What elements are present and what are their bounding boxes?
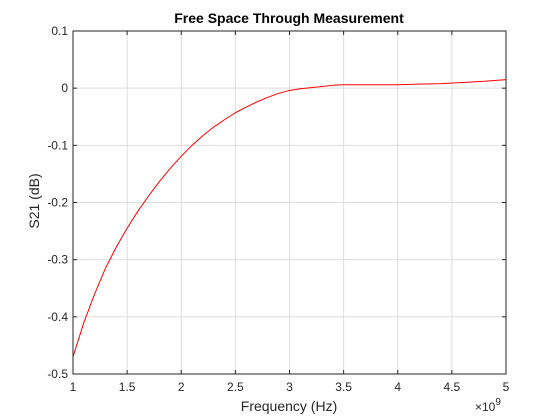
x-tick-label: 2 <box>178 380 185 394</box>
y-tick-label: -0.2 <box>47 196 68 210</box>
tick-labels-layer: 1 1.5 2 2.5 3 3.5 4 4.5 5 -0.5 -0.4 -0.3 -0.2 -0.1 0 0.… <box>47 24 509 394</box>
y-axis-label: S21 (dB) <box>26 173 42 228</box>
x-tick-label: 5 <box>503 380 510 394</box>
x-tick-label: 3.5 <box>335 380 352 394</box>
chart-title: Free Space Through Measurement <box>174 10 404 26</box>
x-tick-label: 1.5 <box>119 380 136 394</box>
x-axis-multiplier: ×109 <box>475 397 501 414</box>
x-axis-label: Frequency (Hz) <box>241 398 337 414</box>
x-axis-multiplier-exponent: 9 <box>495 397 501 408</box>
y-tick-label: 0.1 <box>51 24 68 38</box>
ticks-layer <box>72 30 507 375</box>
series-layer <box>72 79 507 358</box>
y-tick-label: -0.5 <box>47 367 68 381</box>
x-tick-label: 4 <box>394 380 401 394</box>
series-line <box>72 79 507 358</box>
y-tick-label: -0.4 <box>47 310 68 324</box>
x-tick-label: 2.5 <box>227 380 244 394</box>
x-tick-label: 4.5 <box>444 380 461 394</box>
y-tick-label: -0.1 <box>47 138 68 152</box>
y-tick-label: 0 <box>61 81 68 95</box>
x-tick-label: 1 <box>70 380 77 394</box>
x-axis-multiplier-base: ×10 <box>475 400 496 414</box>
y-tick-label: -0.3 <box>47 253 68 267</box>
x-tick-label: 3 <box>286 380 293 394</box>
